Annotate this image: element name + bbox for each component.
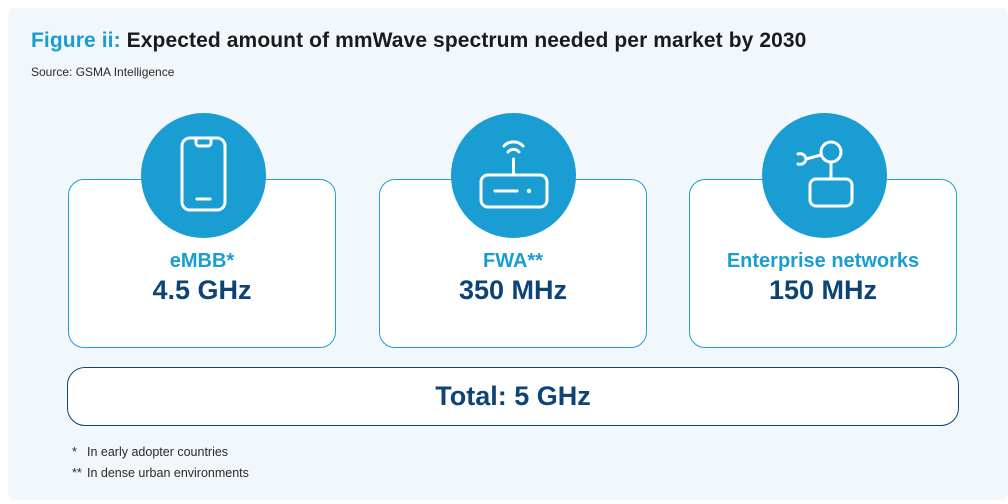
robot-arm-icon (762, 113, 887, 238)
footnote-dense-urban: ** In dense urban environments (72, 466, 249, 480)
market-label: FWA** (483, 250, 543, 272)
router-icon (451, 113, 576, 238)
market-label: eMBB* (169, 250, 235, 272)
figure-label: Figure ii: (31, 29, 121, 52)
footnote-marker: ** (72, 466, 82, 480)
footnote-text: In early adopter countries (87, 445, 229, 459)
market-value: 350 MHz (458, 275, 568, 305)
footnote-marker: * (72, 445, 77, 459)
footnote-early-adopter: * In early adopter countries (72, 445, 228, 459)
smartphone-icon (141, 113, 266, 238)
market-card-enterprise: Enterprise networks 150 MHz (689, 179, 957, 348)
market-value: 4.5 GHz (152, 275, 252, 305)
figure-title: Figure ii: Expected amount of mmWave spec… (31, 29, 806, 53)
total-box: Total: 5 GHz (67, 367, 959, 426)
figure-source: Source: GSMA Intelligence (31, 65, 175, 79)
market-value: 150 MHz (768, 275, 878, 305)
footnote-text: In dense urban environments (87, 466, 249, 480)
total-value: Total: 5 GHz (435, 381, 591, 411)
market-label: Enterprise networks (726, 250, 920, 272)
figure-title-text: Expected amount of mmWave spectrum neede… (126, 29, 807, 52)
